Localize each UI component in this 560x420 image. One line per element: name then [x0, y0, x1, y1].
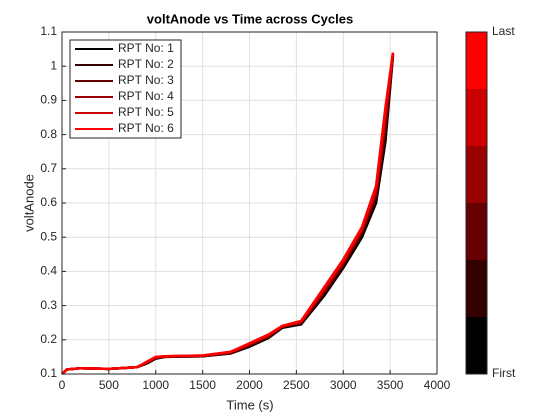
colorbar-band — [466, 89, 487, 146]
colorbar-frame — [465, 31, 488, 375]
plot-frame — [61, 31, 438, 375]
y-tick-label: 0.9 — [40, 93, 57, 107]
x-axis-label: Time (s) — [226, 397, 273, 412]
x-tick-label: 2000 — [236, 378, 263, 392]
legend-box — [69, 39, 182, 139]
y-tick-label: 1.1 — [40, 24, 57, 38]
colorbar-band — [466, 260, 487, 317]
colorbar-band — [466, 146, 487, 203]
x-tick-label: 3500 — [377, 378, 404, 392]
x-tick-label: 1000 — [142, 378, 169, 392]
y-tick-label: 0.5 — [40, 229, 57, 243]
y-tick-label: 0.2 — [40, 332, 57, 346]
y-tick-label: 0.8 — [40, 127, 57, 141]
colorbar-label: First — [492, 366, 516, 380]
legend-label: RPT No: 4 — [118, 89, 174, 103]
x-tick-label: 4000 — [424, 378, 451, 392]
x-tick-label: 1500 — [189, 378, 216, 392]
x-tick-label: 500 — [99, 378, 119, 392]
colorbar-band — [466, 317, 487, 374]
legend-label: RPT No: 2 — [118, 57, 174, 71]
y-tick-label: 0.7 — [40, 161, 57, 175]
colorbar-band — [466, 32, 487, 89]
legend-label: RPT No: 5 — [118, 105, 174, 119]
y-tick-label: 0.3 — [40, 298, 57, 312]
x-tick-label: 3000 — [330, 378, 357, 392]
chart-title: voltAnode vs Time across Cycles — [147, 11, 353, 26]
y-axis-label: voltAnode — [21, 174, 36, 232]
legend-label: RPT No: 3 — [118, 73, 174, 87]
colorbar-band — [466, 203, 487, 260]
y-tick-label: 0.4 — [40, 264, 57, 278]
y-tick-label: 1 — [50, 58, 57, 72]
x-tick-label: 0 — [59, 378, 66, 392]
colorbar-label: Last — [492, 24, 515, 38]
series-line — [61, 52, 395, 375]
legend-label: RPT No: 1 — [118, 41, 174, 55]
legend-label: RPT No: 6 — [118, 121, 174, 135]
x-tick-label: 2500 — [283, 378, 310, 392]
y-tick-label: 0.6 — [40, 195, 57, 209]
y-tick-label: 0.1 — [40, 366, 57, 380]
